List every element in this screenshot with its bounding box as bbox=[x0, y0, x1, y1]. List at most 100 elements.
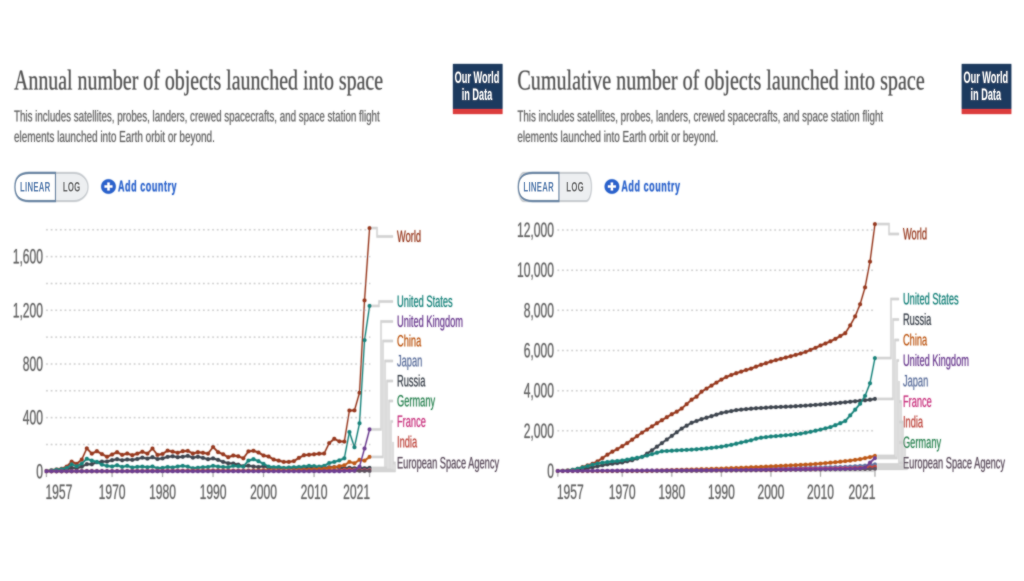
svg-text:France: France bbox=[397, 412, 426, 430]
svg-text:elements launched into Earth o: elements launched into Earth orbit or be… bbox=[517, 128, 718, 145]
svg-text:World: World bbox=[903, 225, 927, 243]
svg-text:800: 800 bbox=[23, 351, 43, 376]
svg-text:Our World: Our World bbox=[963, 68, 1008, 86]
svg-text:Germany: Germany bbox=[397, 392, 435, 410]
svg-text:Our World: Our World bbox=[455, 68, 500, 86]
svg-text:2021: 2021 bbox=[343, 479, 370, 504]
svg-text:France: France bbox=[397, 412, 426, 430]
svg-text:Germany: Germany bbox=[397, 392, 435, 410]
svg-text:India: India bbox=[397, 433, 418, 451]
svg-text:1957: 1957 bbox=[557, 479, 584, 504]
svg-text:elements launched into Earth o: elements launched into Earth orbit or be… bbox=[14, 128, 215, 145]
svg-text:2,000: 2,000 bbox=[524, 418, 554, 443]
svg-text:0: 0 bbox=[36, 459, 43, 484]
svg-text:1,200: 1,200 bbox=[13, 298, 43, 323]
svg-text:2000: 2000 bbox=[250, 479, 277, 504]
svg-text:Annual number of objects launc: Annual number of objects launched into s… bbox=[14, 65, 383, 97]
svg-text:0: 0 bbox=[36, 459, 43, 484]
svg-text:China: China bbox=[903, 331, 928, 349]
svg-text:Russia: Russia bbox=[397, 372, 426, 390]
svg-text:United States: United States bbox=[903, 290, 959, 308]
svg-text:Japan: Japan bbox=[397, 352, 422, 370]
svg-text:1990: 1990 bbox=[708, 479, 735, 504]
svg-text:10,000: 10,000 bbox=[517, 257, 554, 282]
svg-text:LOG: LOG bbox=[566, 180, 584, 195]
svg-text:2010: 2010 bbox=[301, 479, 328, 504]
svg-text:8,000: 8,000 bbox=[524, 298, 554, 323]
svg-text:1990: 1990 bbox=[200, 479, 227, 504]
svg-text:1970: 1970 bbox=[609, 479, 636, 504]
svg-text:European Space Agency: European Space Agency bbox=[397, 454, 499, 472]
svg-text:This includes satellites, prob: This includes satellites, probes, lander… bbox=[14, 108, 380, 125]
svg-text:1980: 1980 bbox=[658, 479, 685, 504]
svg-text:in Data: in Data bbox=[971, 85, 1002, 103]
svg-text:6,000: 6,000 bbox=[524, 338, 554, 363]
svg-text:United Kingdom: United Kingdom bbox=[903, 351, 969, 369]
svg-text:Add country: Add country bbox=[118, 177, 177, 195]
svg-text:LINEAR: LINEAR bbox=[523, 180, 554, 195]
svg-text:India: India bbox=[903, 413, 924, 431]
svg-text:2000: 2000 bbox=[757, 479, 784, 504]
svg-text:European Space Agency: European Space Agency bbox=[903, 454, 1005, 472]
svg-text:2010: 2010 bbox=[301, 479, 328, 504]
svg-text:France: France bbox=[903, 392, 932, 410]
svg-text:2000: 2000 bbox=[757, 479, 784, 504]
svg-text:China: China bbox=[903, 331, 928, 349]
svg-text:Russia: Russia bbox=[903, 310, 932, 328]
svg-text:This includes satellites, prob: This includes satellites, probes, lander… bbox=[517, 108, 883, 125]
svg-text:1,600: 1,600 bbox=[13, 244, 43, 269]
svg-text:United States: United States bbox=[397, 292, 453, 310]
svg-text:United Kingdom: United Kingdom bbox=[397, 312, 463, 330]
svg-text:1970: 1970 bbox=[609, 479, 636, 504]
svg-text:Add country: Add country bbox=[621, 177, 680, 195]
svg-text:Germany: Germany bbox=[903, 433, 941, 451]
svg-text:China: China bbox=[397, 332, 422, 350]
svg-text:Cumulative number of objects l: Cumulative number of objects launched in… bbox=[517, 65, 924, 97]
svg-text:400: 400 bbox=[23, 405, 43, 430]
svg-text:China: China bbox=[397, 332, 422, 350]
svg-text:United Kingdom: United Kingdom bbox=[903, 351, 969, 369]
svg-text:elements launched into Earth o: elements launched into Earth orbit or be… bbox=[517, 128, 718, 145]
svg-text:Add country: Add country bbox=[621, 177, 680, 195]
svg-text:Japan: Japan bbox=[903, 372, 928, 390]
svg-text:United Kingdom: United Kingdom bbox=[397, 312, 463, 330]
svg-text:1,200: 1,200 bbox=[13, 298, 43, 323]
svg-text:1957: 1957 bbox=[45, 479, 72, 504]
svg-text:India: India bbox=[903, 413, 924, 431]
svg-text:2010: 2010 bbox=[807, 479, 834, 504]
svg-text:6,000: 6,000 bbox=[524, 338, 554, 363]
svg-text:in Data: in Data bbox=[462, 85, 493, 103]
svg-text:400: 400 bbox=[23, 405, 43, 430]
svg-text:2000: 2000 bbox=[250, 479, 277, 504]
svg-text:4,000: 4,000 bbox=[524, 378, 554, 403]
svg-text:Cumulative number of objects l: Cumulative number of objects launched in… bbox=[517, 65, 924, 97]
svg-text:1980: 1980 bbox=[658, 479, 685, 504]
svg-text:1970: 1970 bbox=[99, 479, 126, 504]
svg-text:1990: 1990 bbox=[708, 479, 735, 504]
svg-text:2021: 2021 bbox=[343, 479, 370, 504]
svg-text:2,000: 2,000 bbox=[524, 418, 554, 443]
svg-text:8,000: 8,000 bbox=[524, 298, 554, 323]
svg-text:European Space Agency: European Space Agency bbox=[903, 454, 1005, 472]
svg-text:Japan: Japan bbox=[397, 352, 422, 370]
svg-text:LINEAR: LINEAR bbox=[20, 180, 51, 195]
svg-text:Annual number of objects launc: Annual number of objects launched into s… bbox=[14, 65, 383, 97]
svg-text:10,000: 10,000 bbox=[517, 257, 554, 282]
svg-text:This includes satellites, prob: This includes satellites, probes, lander… bbox=[517, 108, 883, 125]
svg-text:India: India bbox=[397, 433, 418, 451]
svg-text:Add country: Add country bbox=[118, 177, 177, 195]
svg-text:Russia: Russia bbox=[903, 310, 932, 328]
svg-text:2010: 2010 bbox=[807, 479, 834, 504]
svg-text:1957: 1957 bbox=[45, 479, 72, 504]
svg-text:1980: 1980 bbox=[149, 479, 176, 504]
svg-text:World: World bbox=[397, 227, 421, 245]
svg-text:2021: 2021 bbox=[849, 479, 876, 504]
svg-text:Japan: Japan bbox=[903, 372, 928, 390]
svg-text:1970: 1970 bbox=[99, 479, 126, 504]
svg-text:800: 800 bbox=[23, 351, 43, 376]
svg-text:France: France bbox=[903, 392, 932, 410]
svg-text:United States: United States bbox=[397, 292, 453, 310]
svg-text:1,600: 1,600 bbox=[13, 244, 43, 269]
svg-text:World: World bbox=[397, 227, 421, 245]
svg-text:1990: 1990 bbox=[200, 479, 227, 504]
